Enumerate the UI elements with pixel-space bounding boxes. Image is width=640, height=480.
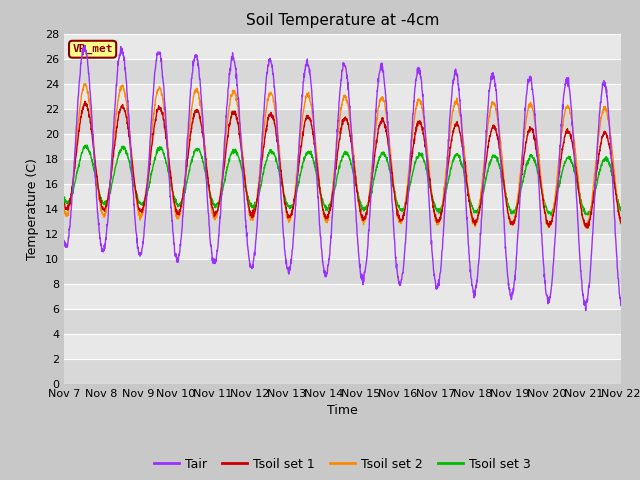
Legend: Tair, Tsoil set 1, Tsoil set 2, Tsoil set 3: Tair, Tsoil set 1, Tsoil set 2, Tsoil se… [148,453,536,476]
Bar [64,184,621,209]
Bar [64,234,621,259]
Bar [64,59,621,84]
Bar [64,209,621,234]
Bar [64,284,621,309]
Title: Soil Temperature at -4cm: Soil Temperature at -4cm [246,13,439,28]
Bar [64,309,621,334]
Y-axis label: Temperature (C): Temperature (C) [26,158,39,260]
Bar [64,359,621,384]
Bar [64,259,621,284]
Bar [64,108,621,134]
X-axis label: Time: Time [327,405,358,418]
Bar [64,159,621,184]
Text: VR_met: VR_met [72,44,113,54]
Bar [64,334,621,359]
Bar [64,84,621,108]
Bar [64,134,621,159]
Bar [64,34,621,59]
